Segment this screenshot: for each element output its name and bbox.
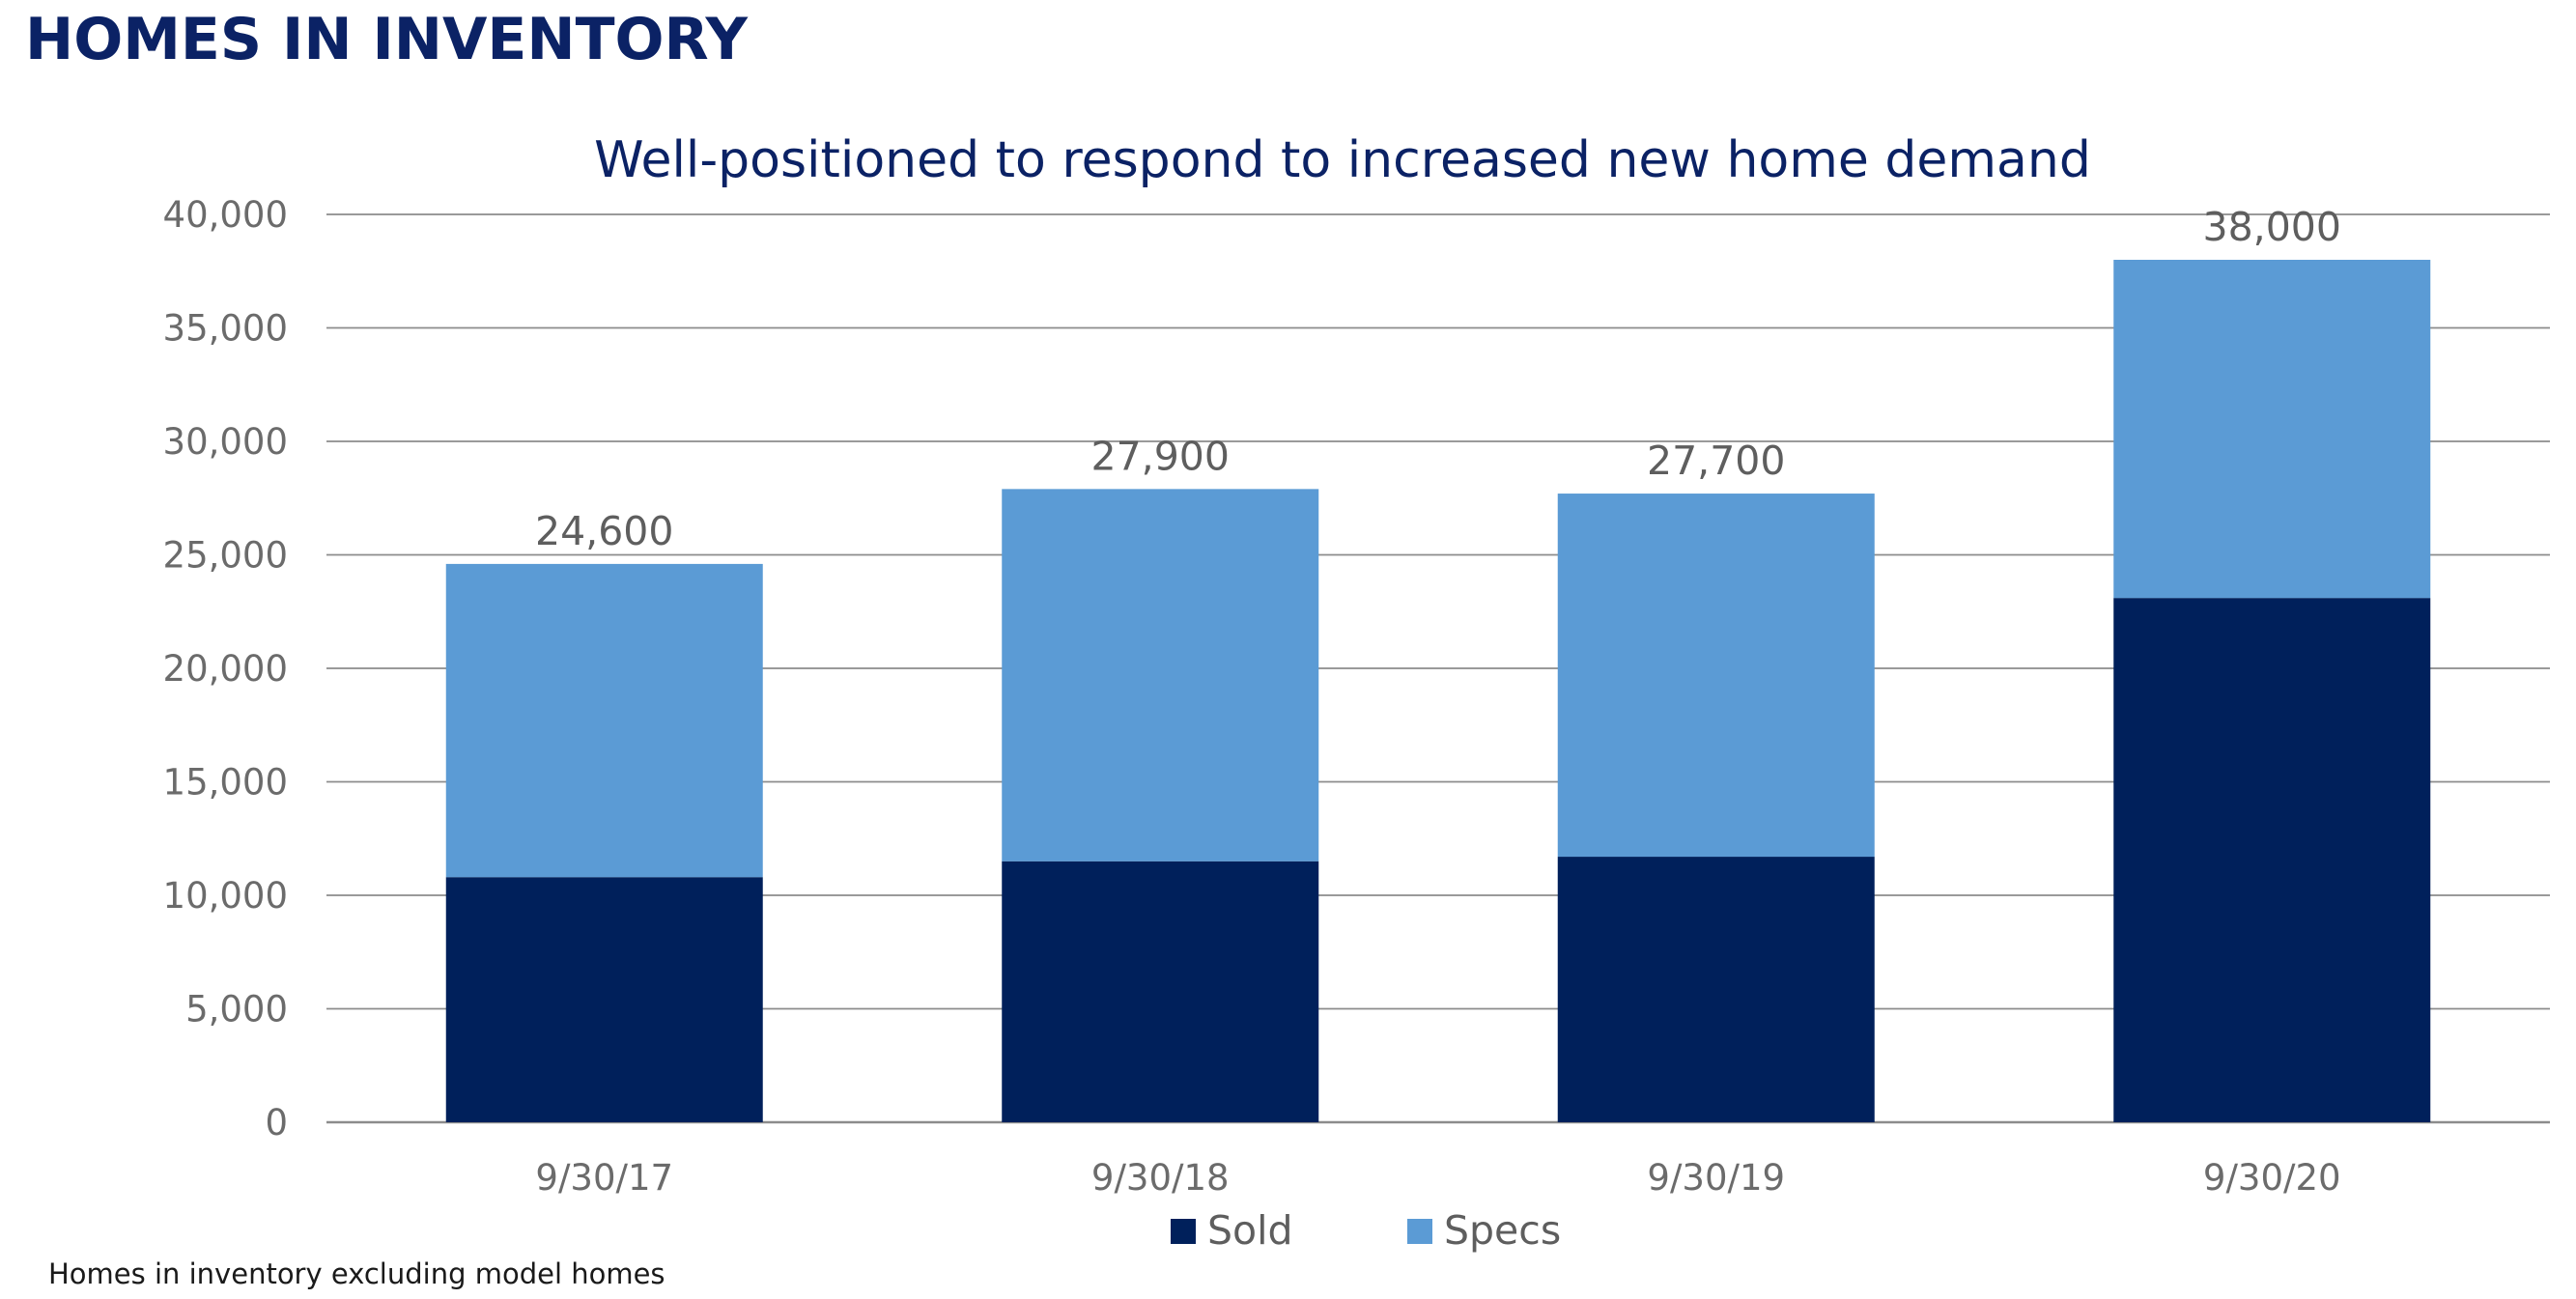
legend-swatch: [1171, 1219, 1196, 1244]
bar-segment-sold: [2113, 598, 2431, 1122]
bar-segment-specs: [1002, 489, 1319, 861]
legend-label: Specs: [1444, 1207, 1561, 1254]
footnote: Homes in inventory excluding model homes: [48, 1257, 665, 1290]
y-tick-label: 40,000: [163, 194, 288, 236]
legend: Sold Specs: [1171, 1207, 1561, 1254]
legend-item-sold: Sold: [1171, 1207, 1293, 1254]
chart-title: Well-positioned to respond to increased …: [594, 131, 2091, 189]
y-tick-label: 0: [265, 1102, 288, 1144]
bar-total-label: 27,700: [1647, 438, 1785, 484]
bar-total-label: 24,600: [535, 508, 673, 554]
x-tick-label: 9/30/19: [1647, 1157, 1785, 1199]
bar-segment-sold: [445, 877, 763, 1122]
legend-label: Sold: [1207, 1207, 1293, 1254]
bar-segment-specs: [2113, 260, 2431, 599]
bars: [445, 260, 2431, 1122]
bar-total-labels: 24,600 27,900 27,700 38,000: [535, 204, 2341, 554]
bar-segment-specs: [445, 563, 763, 878]
y-tick-label: 30,000: [163, 421, 288, 463]
y-tick-label: 10,000: [163, 875, 288, 917]
y-tick-label: 25,000: [163, 535, 288, 577]
x-tick-label: 9/30/20: [2203, 1157, 2341, 1199]
bar-total-label: 27,900: [1091, 433, 1230, 479]
y-tick-label: 35,000: [163, 308, 288, 350]
x-tick-label: 9/30/18: [1091, 1157, 1230, 1199]
legend-item-specs: Specs: [1407, 1207, 1561, 1254]
legend-swatch: [1407, 1219, 1432, 1244]
y-tick-label: 15,000: [163, 762, 288, 804]
y-tick-label: 20,000: [163, 648, 288, 690]
page-title: HOMES IN INVENTORY: [25, 6, 748, 73]
x-tick-label: 9/30/17: [535, 1157, 673, 1199]
y-axis-tick-labels: 0 5,000 10,000 15,000 20,000 25,000 30,000 35,0…: [163, 194, 288, 1144]
bar-segment-sold: [1557, 857, 1875, 1122]
x-axis-tick-labels: 9/30/17 9/30/18 9/30/19 9/30/20: [535, 1157, 2340, 1199]
bar-segment-specs: [1557, 494, 1875, 858]
bar-total-label: 38,000: [2203, 204, 2341, 250]
bar-segment-sold: [1002, 861, 1319, 1122]
y-tick-label: 5,000: [185, 989, 288, 1031]
